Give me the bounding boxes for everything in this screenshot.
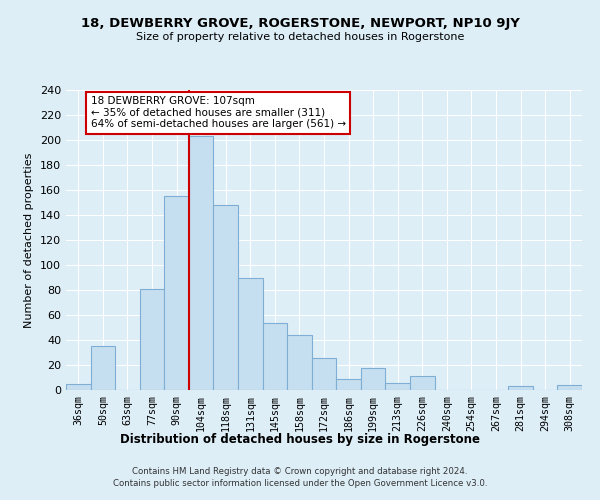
- Y-axis label: Number of detached properties: Number of detached properties: [25, 152, 34, 328]
- Text: 18, DEWBERRY GROVE, ROGERSTONE, NEWPORT, NP10 9JY: 18, DEWBERRY GROVE, ROGERSTONE, NEWPORT,…: [80, 18, 520, 30]
- Bar: [336, 379, 361, 390]
- Bar: [140, 289, 164, 390]
- Bar: [66, 384, 91, 390]
- Bar: [385, 382, 410, 390]
- Text: Contains public sector information licensed under the Open Government Licence v3: Contains public sector information licen…: [113, 479, 487, 488]
- Text: Size of property relative to detached houses in Rogerstone: Size of property relative to detached ho…: [136, 32, 464, 42]
- Bar: [189, 136, 214, 390]
- Bar: [361, 368, 385, 390]
- Bar: [238, 278, 263, 390]
- Bar: [91, 346, 115, 390]
- Bar: [263, 322, 287, 390]
- Bar: [557, 385, 582, 390]
- Bar: [508, 386, 533, 390]
- Bar: [312, 358, 336, 390]
- Text: 18 DEWBERRY GROVE: 107sqm
← 35% of detached houses are smaller (311)
64% of semi: 18 DEWBERRY GROVE: 107sqm ← 35% of detac…: [91, 96, 346, 130]
- Text: Distribution of detached houses by size in Rogerstone: Distribution of detached houses by size …: [120, 432, 480, 446]
- Text: Contains HM Land Registry data © Crown copyright and database right 2024.: Contains HM Land Registry data © Crown c…: [132, 468, 468, 476]
- Bar: [410, 376, 434, 390]
- Bar: [287, 335, 312, 390]
- Bar: [164, 196, 189, 390]
- Bar: [214, 205, 238, 390]
